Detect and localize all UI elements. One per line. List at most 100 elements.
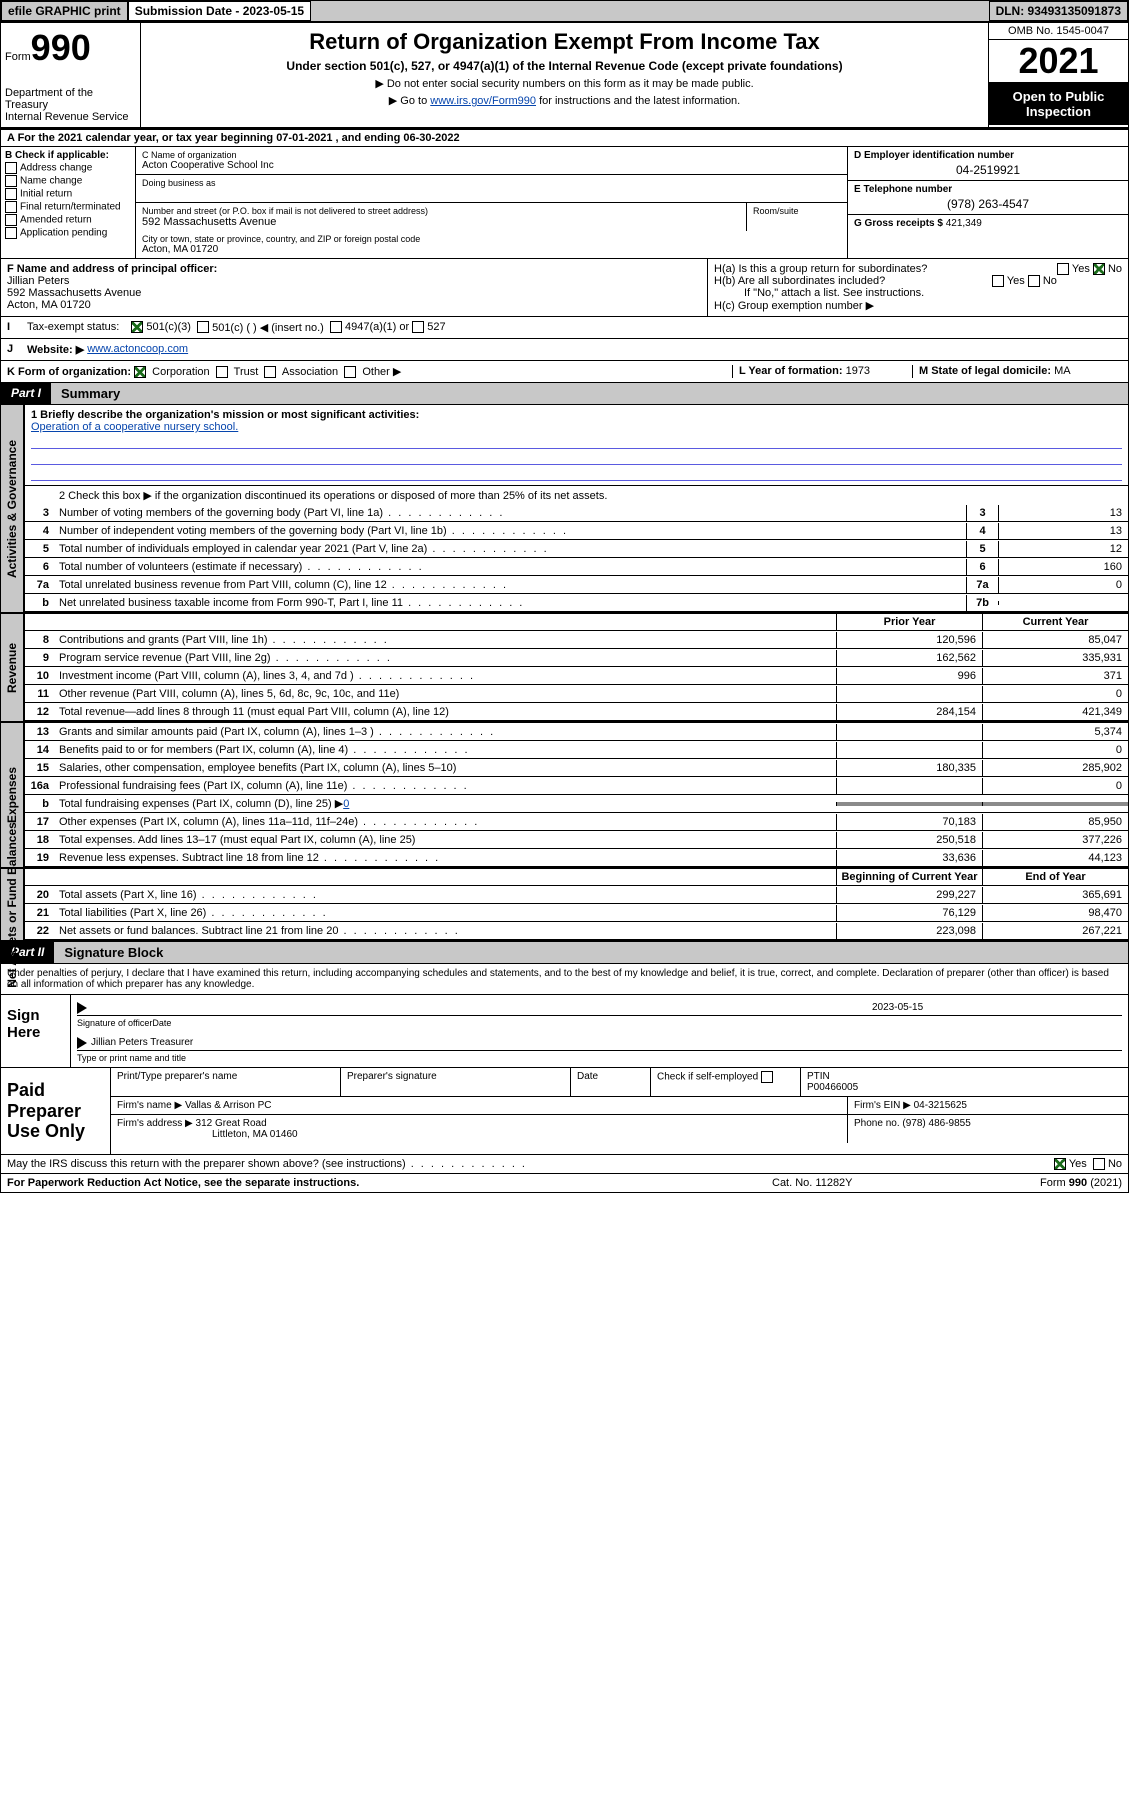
- section-c: C Name of organization Acton Cooperative…: [136, 147, 848, 258]
- chk-assoc[interactable]: [264, 366, 276, 378]
- row-j: J Website: ▶ www.actoncoop.com: [1, 339, 1128, 361]
- prep-sig-lbl: Preparer's signature: [341, 1068, 571, 1096]
- hb-yes[interactable]: [992, 275, 1004, 287]
- ptin-cell: PTINP00466005: [801, 1068, 1128, 1096]
- c15: 285,902: [982, 760, 1128, 776]
- vtab-revenue: Revenue: [1, 614, 25, 721]
- lbl-amend: Amended return: [20, 215, 92, 226]
- hdr-current: Current Year: [982, 614, 1128, 630]
- m-lbl: M State of legal domicile:: [919, 365, 1051, 377]
- 501c-lbl: 501(c) ( ) ◀ (insert no.): [212, 321, 324, 334]
- l16b-pre: Total fundraising expenses (Part IX, col…: [59, 798, 343, 810]
- website-link[interactable]: www.actoncoop.com: [87, 343, 188, 356]
- chk-amended[interactable]: Amended return: [5, 214, 131, 226]
- phone-val: (978) 486-9855: [902, 1118, 970, 1129]
- line2: 2 Check this box ▶ if the organization d…: [55, 487, 1128, 504]
- chk-self-emp[interactable]: [761, 1071, 773, 1083]
- lbl-final: Final return/terminated: [20, 202, 121, 213]
- chk-address-change[interactable]: Address change: [5, 162, 131, 174]
- hdr-end: End of Year: [982, 869, 1128, 885]
- e22: 267,221: [982, 923, 1128, 939]
- goto-post: for instructions and the latest informat…: [536, 95, 740, 107]
- gross-receipts: 421,349: [946, 218, 982, 229]
- se-lbl: Check if self-employed: [657, 1072, 758, 1083]
- goto-line: ▶ Go to www.irs.gov/Form990 for instruct…: [151, 94, 978, 107]
- ein-lbl: D Employer identification number: [854, 150, 1122, 161]
- p9: 162,562: [836, 650, 982, 666]
- l16b-val: 0: [343, 798, 349, 810]
- street-address: 592 Massachusetts Avenue: [142, 216, 740, 228]
- self-emp: Check if self-employed: [651, 1068, 801, 1096]
- section-netassets: Net Assets or Fund Balances Beginning of…: [1, 869, 1128, 942]
- signature-block: Under penalties of perjury, I declare th…: [1, 964, 1128, 1068]
- tel-value: (978) 263-4547: [854, 197, 1122, 211]
- part1-title: Summary: [51, 383, 1128, 404]
- chk-trust[interactable]: [216, 366, 228, 378]
- irs-label: Internal Revenue Service: [5, 111, 136, 123]
- officer-name-title: Jillian Peters Treasurer: [91, 1037, 193, 1049]
- ptin-lbl: PTIN: [807, 1071, 830, 1082]
- hb-no[interactable]: [1028, 275, 1040, 287]
- line16a: Professional fundraising fees (Part IX, …: [55, 778, 836, 794]
- tax-year: 2021: [989, 40, 1128, 83]
- line3: Number of voting members of the governin…: [55, 505, 966, 521]
- mission-block: 1 Briefly describe the organization's mi…: [25, 405, 1128, 486]
- line10: Investment income (Part VIII, column (A)…: [55, 668, 836, 684]
- city-state-zip: Acton, MA 01720: [142, 244, 841, 255]
- faddr2: Littleton, MA 01460: [212, 1129, 298, 1140]
- p11: [836, 686, 982, 702]
- c12: 421,349: [982, 704, 1128, 720]
- dln: DLN: 93493135091873: [989, 1, 1128, 21]
- preparer-lbl: Paid Preparer Use Only: [1, 1068, 111, 1154]
- ha-lbl: H(a) Is this a group return for subordin…: [714, 263, 927, 275]
- b20: 299,227: [836, 887, 982, 903]
- chk-other[interactable]: [344, 366, 356, 378]
- b21: 76,129: [836, 905, 982, 921]
- ha-yes[interactable]: [1057, 263, 1069, 275]
- p16b-shade: [836, 802, 982, 806]
- lbl-init: Initial return: [20, 189, 72, 200]
- b-header: B Check if applicable:: [5, 150, 131, 161]
- chk-4947[interactable]: [330, 321, 342, 333]
- chk-final-return[interactable]: Final return/terminated: [5, 201, 131, 213]
- p17: 70,183: [836, 814, 982, 830]
- vtab-netassets: Net Assets or Fund Balances: [1, 869, 25, 940]
- line17: Other expenses (Part IX, column (A), lin…: [55, 814, 836, 830]
- chk-501c[interactable]: [197, 321, 209, 333]
- pra-notice: For Paperwork Reduction Act Notice, see …: [7, 1177, 772, 1189]
- chk-name-change[interactable]: Name change: [5, 175, 131, 187]
- dyes: Yes: [1069, 1158, 1087, 1170]
- header-mid: Return of Organization Exempt From Incom…: [141, 23, 988, 127]
- corp-lbl: Corporation: [152, 366, 209, 378]
- section-b: B Check if applicable: Address change Na…: [1, 147, 136, 258]
- chk-initial-return[interactable]: Initial return: [5, 188, 131, 200]
- discuss-yes[interactable]: [1054, 1158, 1066, 1170]
- row-i: I Tax-exempt status: 501(c)(3) 501(c) ( …: [1, 317, 1128, 339]
- assoc-lbl: Association: [282, 366, 338, 378]
- chk-corp[interactable]: [134, 366, 146, 378]
- 4947-lbl: 4947(a)(1) or: [345, 321, 409, 334]
- chk-527[interactable]: [412, 321, 424, 333]
- year-formation: 1973: [846, 365, 870, 377]
- dno: No: [1108, 1158, 1122, 1170]
- sig-lbl: Signature of officer: [77, 1018, 152, 1028]
- discuss-no[interactable]: [1093, 1158, 1105, 1170]
- val6: 160: [998, 559, 1128, 575]
- line11: Other revenue (Part VIII, column (A), li…: [55, 686, 836, 702]
- p8: 120,596: [836, 632, 982, 648]
- irs-link[interactable]: www.irs.gov/Form990: [430, 95, 536, 107]
- chk-501c3[interactable]: [131, 321, 143, 333]
- line7b: Net unrelated business taxable income fr…: [55, 595, 966, 611]
- faddr1: 312 Great Road: [196, 1118, 267, 1129]
- header-right: OMB No. 1545-0047 2021 Open to Public In…: [988, 23, 1128, 127]
- c16b-shade: [982, 802, 1128, 806]
- prep-date-lbl: Date: [571, 1068, 651, 1096]
- header-left: Form990 Department of the Treasury Inter…: [1, 23, 141, 127]
- ha-no[interactable]: [1093, 263, 1105, 275]
- c11: 0: [982, 686, 1128, 702]
- tax-period: A For the 2021 calendar year, or tax yea…: [1, 130, 1128, 147]
- form-word: Form: [5, 51, 31, 63]
- form-990-page: efile GRAPHIC print Submission Date - 20…: [0, 0, 1129, 1193]
- chk-app-pending[interactable]: Application pending: [5, 227, 131, 239]
- form-subtitle: Under section 501(c), 527, or 4947(a)(1)…: [151, 59, 978, 73]
